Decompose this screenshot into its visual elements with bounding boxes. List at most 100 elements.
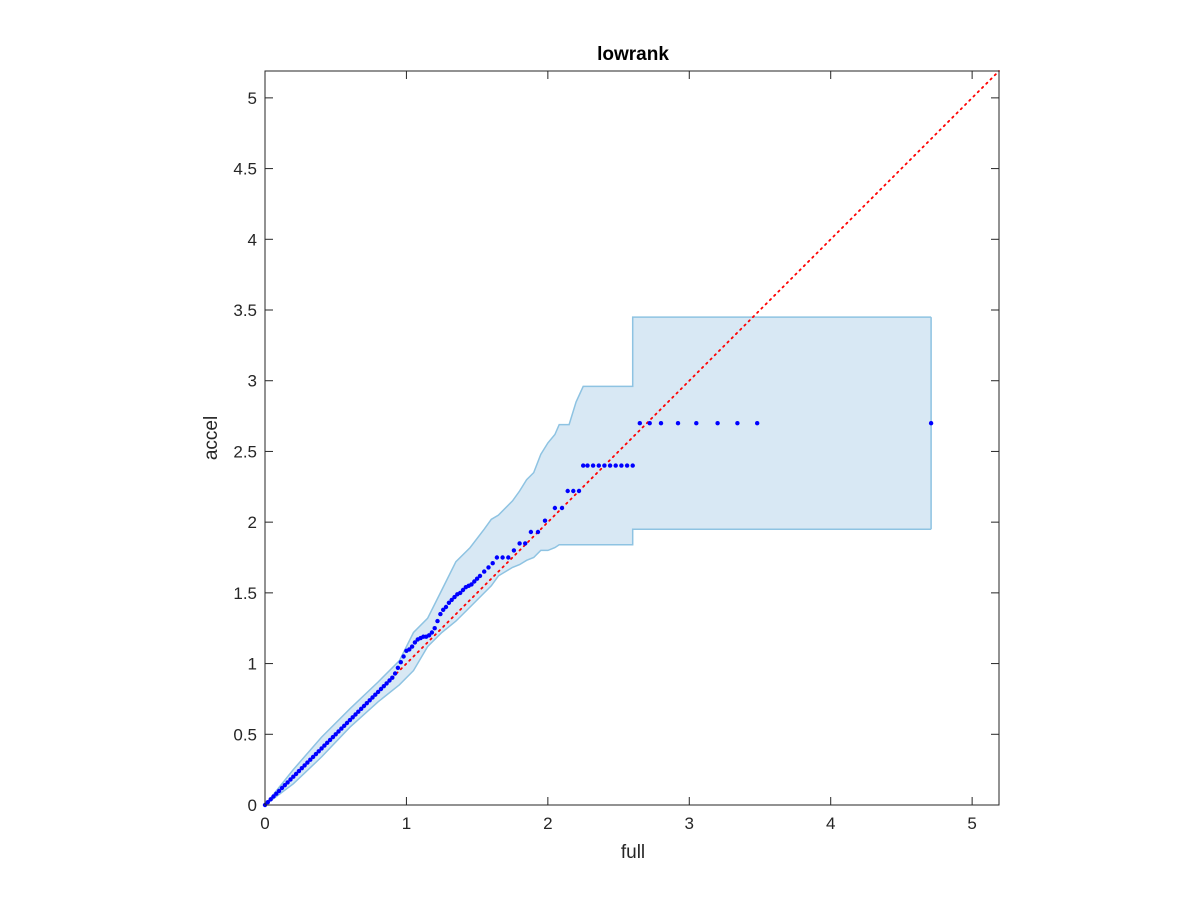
y-axis-label: accel <box>201 416 222 460</box>
data-point <box>576 488 582 494</box>
data-point <box>342 723 347 728</box>
data-point <box>325 740 330 745</box>
data-point <box>458 590 463 596</box>
data-point <box>552 505 558 511</box>
data-point <box>482 569 487 574</box>
data-point <box>361 703 367 709</box>
data-point <box>571 488 576 494</box>
data-point <box>313 751 319 757</box>
data-point <box>370 695 375 700</box>
data-point <box>585 463 590 468</box>
data-point <box>658 421 664 426</box>
data-point <box>630 463 635 468</box>
data-point <box>474 576 480 581</box>
axes-layer: 0 1 2 3 4 5 0 0.5 1 1.5 2 2.5 3 3.5 4 4.5 5 <box>233 70 1000 833</box>
x-tick-label: 3 <box>685 814 694 833</box>
data-point <box>285 780 290 785</box>
data-point <box>438 611 443 617</box>
data-point <box>336 729 341 734</box>
data-point <box>565 488 570 494</box>
data-point <box>288 777 293 782</box>
data-point <box>637 421 642 426</box>
reference-line <box>264 70 1000 806</box>
data-point <box>364 701 369 706</box>
data-point <box>590 463 596 468</box>
data-point <box>435 618 440 624</box>
data-point <box>378 686 384 692</box>
data-point <box>443 604 449 610</box>
confidence-band-fill <box>265 317 932 805</box>
x-tick-label: 4 <box>826 814 835 833</box>
data-point <box>446 600 452 605</box>
data-point <box>302 763 307 768</box>
data-point <box>265 800 270 805</box>
data-point <box>715 421 720 426</box>
y-tick-label: 2 <box>248 513 257 532</box>
data-point <box>928 421 934 426</box>
data-point <box>274 791 279 796</box>
data-point <box>449 597 454 603</box>
data-point <box>299 766 304 771</box>
data-point <box>624 463 630 468</box>
points-layer <box>262 421 934 808</box>
axes-box <box>264 70 1000 806</box>
data-point <box>619 463 624 468</box>
data-point <box>432 626 437 631</box>
data-point <box>271 794 276 799</box>
confidence-band-layer <box>264 316 932 806</box>
reference-line-layer <box>264 70 1000 806</box>
y-tick-label: 4 <box>248 230 257 249</box>
data-point <box>452 594 457 600</box>
data-point <box>310 754 316 760</box>
data-point <box>395 665 401 670</box>
data-point <box>735 421 740 426</box>
data-point <box>293 771 299 777</box>
data-point <box>268 797 273 802</box>
data-point <box>517 541 522 546</box>
data-point <box>282 783 287 788</box>
y-tick-label: 1.5 <box>233 584 257 603</box>
y-tick-label: 3.5 <box>233 301 257 320</box>
data-point <box>426 633 432 638</box>
data-point <box>384 681 389 686</box>
chart-title: lowrank <box>597 44 669 65</box>
data-point <box>316 749 321 754</box>
data-point <box>305 760 310 765</box>
data-point <box>350 715 355 720</box>
data-point <box>407 647 412 652</box>
data-point <box>373 692 378 697</box>
y-tick-label: 3 <box>248 372 257 391</box>
data-point <box>375 689 381 695</box>
data-point <box>291 774 296 779</box>
data-point <box>276 788 282 794</box>
data-point <box>296 768 302 774</box>
y-tick-label: 1 <box>248 655 257 674</box>
data-point <box>319 746 324 751</box>
data-point <box>356 709 361 714</box>
data-point <box>469 582 474 587</box>
data-point <box>387 678 392 683</box>
data-point <box>694 421 699 426</box>
data-point <box>347 717 353 723</box>
data-point <box>535 529 541 535</box>
data-point <box>477 573 483 579</box>
x-axis-label: full <box>621 842 645 863</box>
data-point <box>460 587 466 593</box>
data-point <box>409 644 415 649</box>
data-point <box>607 463 613 468</box>
data-point <box>528 529 534 535</box>
data-point <box>322 743 327 748</box>
data-point <box>506 555 511 560</box>
data-point <box>333 732 338 737</box>
data-point <box>647 421 652 426</box>
data-point <box>279 785 285 791</box>
x-tick-label: 2 <box>543 814 552 833</box>
data-point <box>490 561 495 566</box>
data-point <box>392 671 398 676</box>
data-point <box>613 463 618 468</box>
data-point <box>755 421 760 426</box>
x-tick-label: 1 <box>402 814 411 833</box>
data-point <box>339 726 344 731</box>
